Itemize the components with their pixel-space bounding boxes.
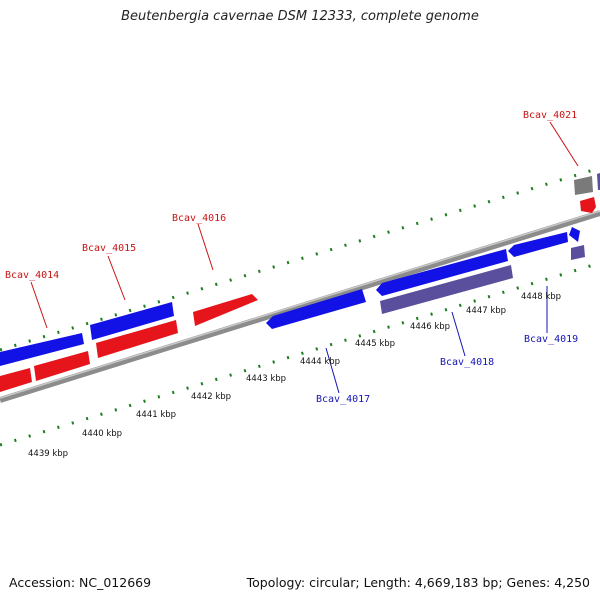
label-connector-bcav-4018	[451, 311, 466, 357]
kbp-label-4444: 4444 kbp	[300, 357, 340, 367]
outer-tick-row	[0, 166, 600, 352]
accession-text: Accession: NC_012669	[9, 575, 152, 590]
label-connector-bcav-4016	[197, 223, 214, 271]
label-connector-bcav-4015	[107, 255, 126, 301]
gene-bcav-4016[interactable]	[193, 294, 258, 326]
gene-label-bcav-4018: Bcav_4018	[440, 357, 494, 368]
gene-label-bcav-4015: Bcav_4015	[82, 243, 136, 254]
kbp-label-4447: 4447 kbp	[466, 306, 506, 316]
gene-bcav-4021-purple[interactable]	[597, 173, 600, 190]
kbp-label-4442: 4442 kbp	[191, 392, 231, 402]
backbone-highlight	[0, 210, 600, 399]
gene-label-bcav-4017: Bcav_4017	[316, 394, 370, 405]
gene-bcav-4015-reverse[interactable]	[90, 302, 174, 340]
gene-bcav-4014-forward-b[interactable]	[34, 351, 90, 381]
kbp-label-4443: 4443 kbp	[246, 374, 286, 384]
label-connector-bcav-4017	[325, 347, 340, 394]
kbp-label-4440: 4440 kbp	[82, 429, 122, 439]
gene-label-bcav-4016: Bcav_4016	[172, 213, 226, 224]
gene-small-right[interactable]	[569, 227, 580, 242]
gene-label-bcav-4021: Bcav_4021	[523, 110, 577, 121]
kbp-label-4439: 4439 kbp	[28, 449, 68, 459]
gene-bcav-4015-forward[interactable]	[96, 320, 178, 358]
label-connector-bcav-4014	[30, 281, 48, 329]
kbp-label-4446: 4446 kbp	[410, 322, 450, 332]
gene-bcav-4018-rna[interactable]	[380, 265, 513, 314]
kbp-label-4441: 4441 kbp	[136, 410, 176, 420]
gene-bcav-4014-reverse-a[interactable]	[0, 333, 84, 366]
gene-bcav-4018-blue[interactable]	[376, 249, 508, 296]
inner-tick-row	[0, 261, 600, 447]
topology-text: Topology: circular; Length: 4,669,183 bp…	[246, 575, 590, 590]
kbp-label-4445: 4445 kbp	[355, 339, 395, 349]
genome-title: Beutenbergia cavernae DSM 12333, complet…	[121, 9, 479, 24]
label-connector-bcav-4021	[549, 121, 579, 167]
gene-rna-right[interactable]	[571, 245, 585, 260]
backbone-line	[0, 210, 600, 403]
kbp-label-4448: 4448 kbp	[521, 292, 561, 302]
gene-label-bcav-4014: Bcav_4014	[5, 270, 59, 281]
gene-label-bcav-4019: Bcav_4019	[524, 334, 578, 345]
gene-bcav-4021[interactable]	[580, 197, 596, 213]
gene-bcav-4014-forward-a[interactable]	[0, 368, 32, 392]
gene-bcav-4019[interactable]	[508, 232, 568, 257]
gene-bcav-4021-gray[interactable]	[574, 176, 593, 195]
gene-bcav-4017[interactable]	[266, 289, 366, 329]
